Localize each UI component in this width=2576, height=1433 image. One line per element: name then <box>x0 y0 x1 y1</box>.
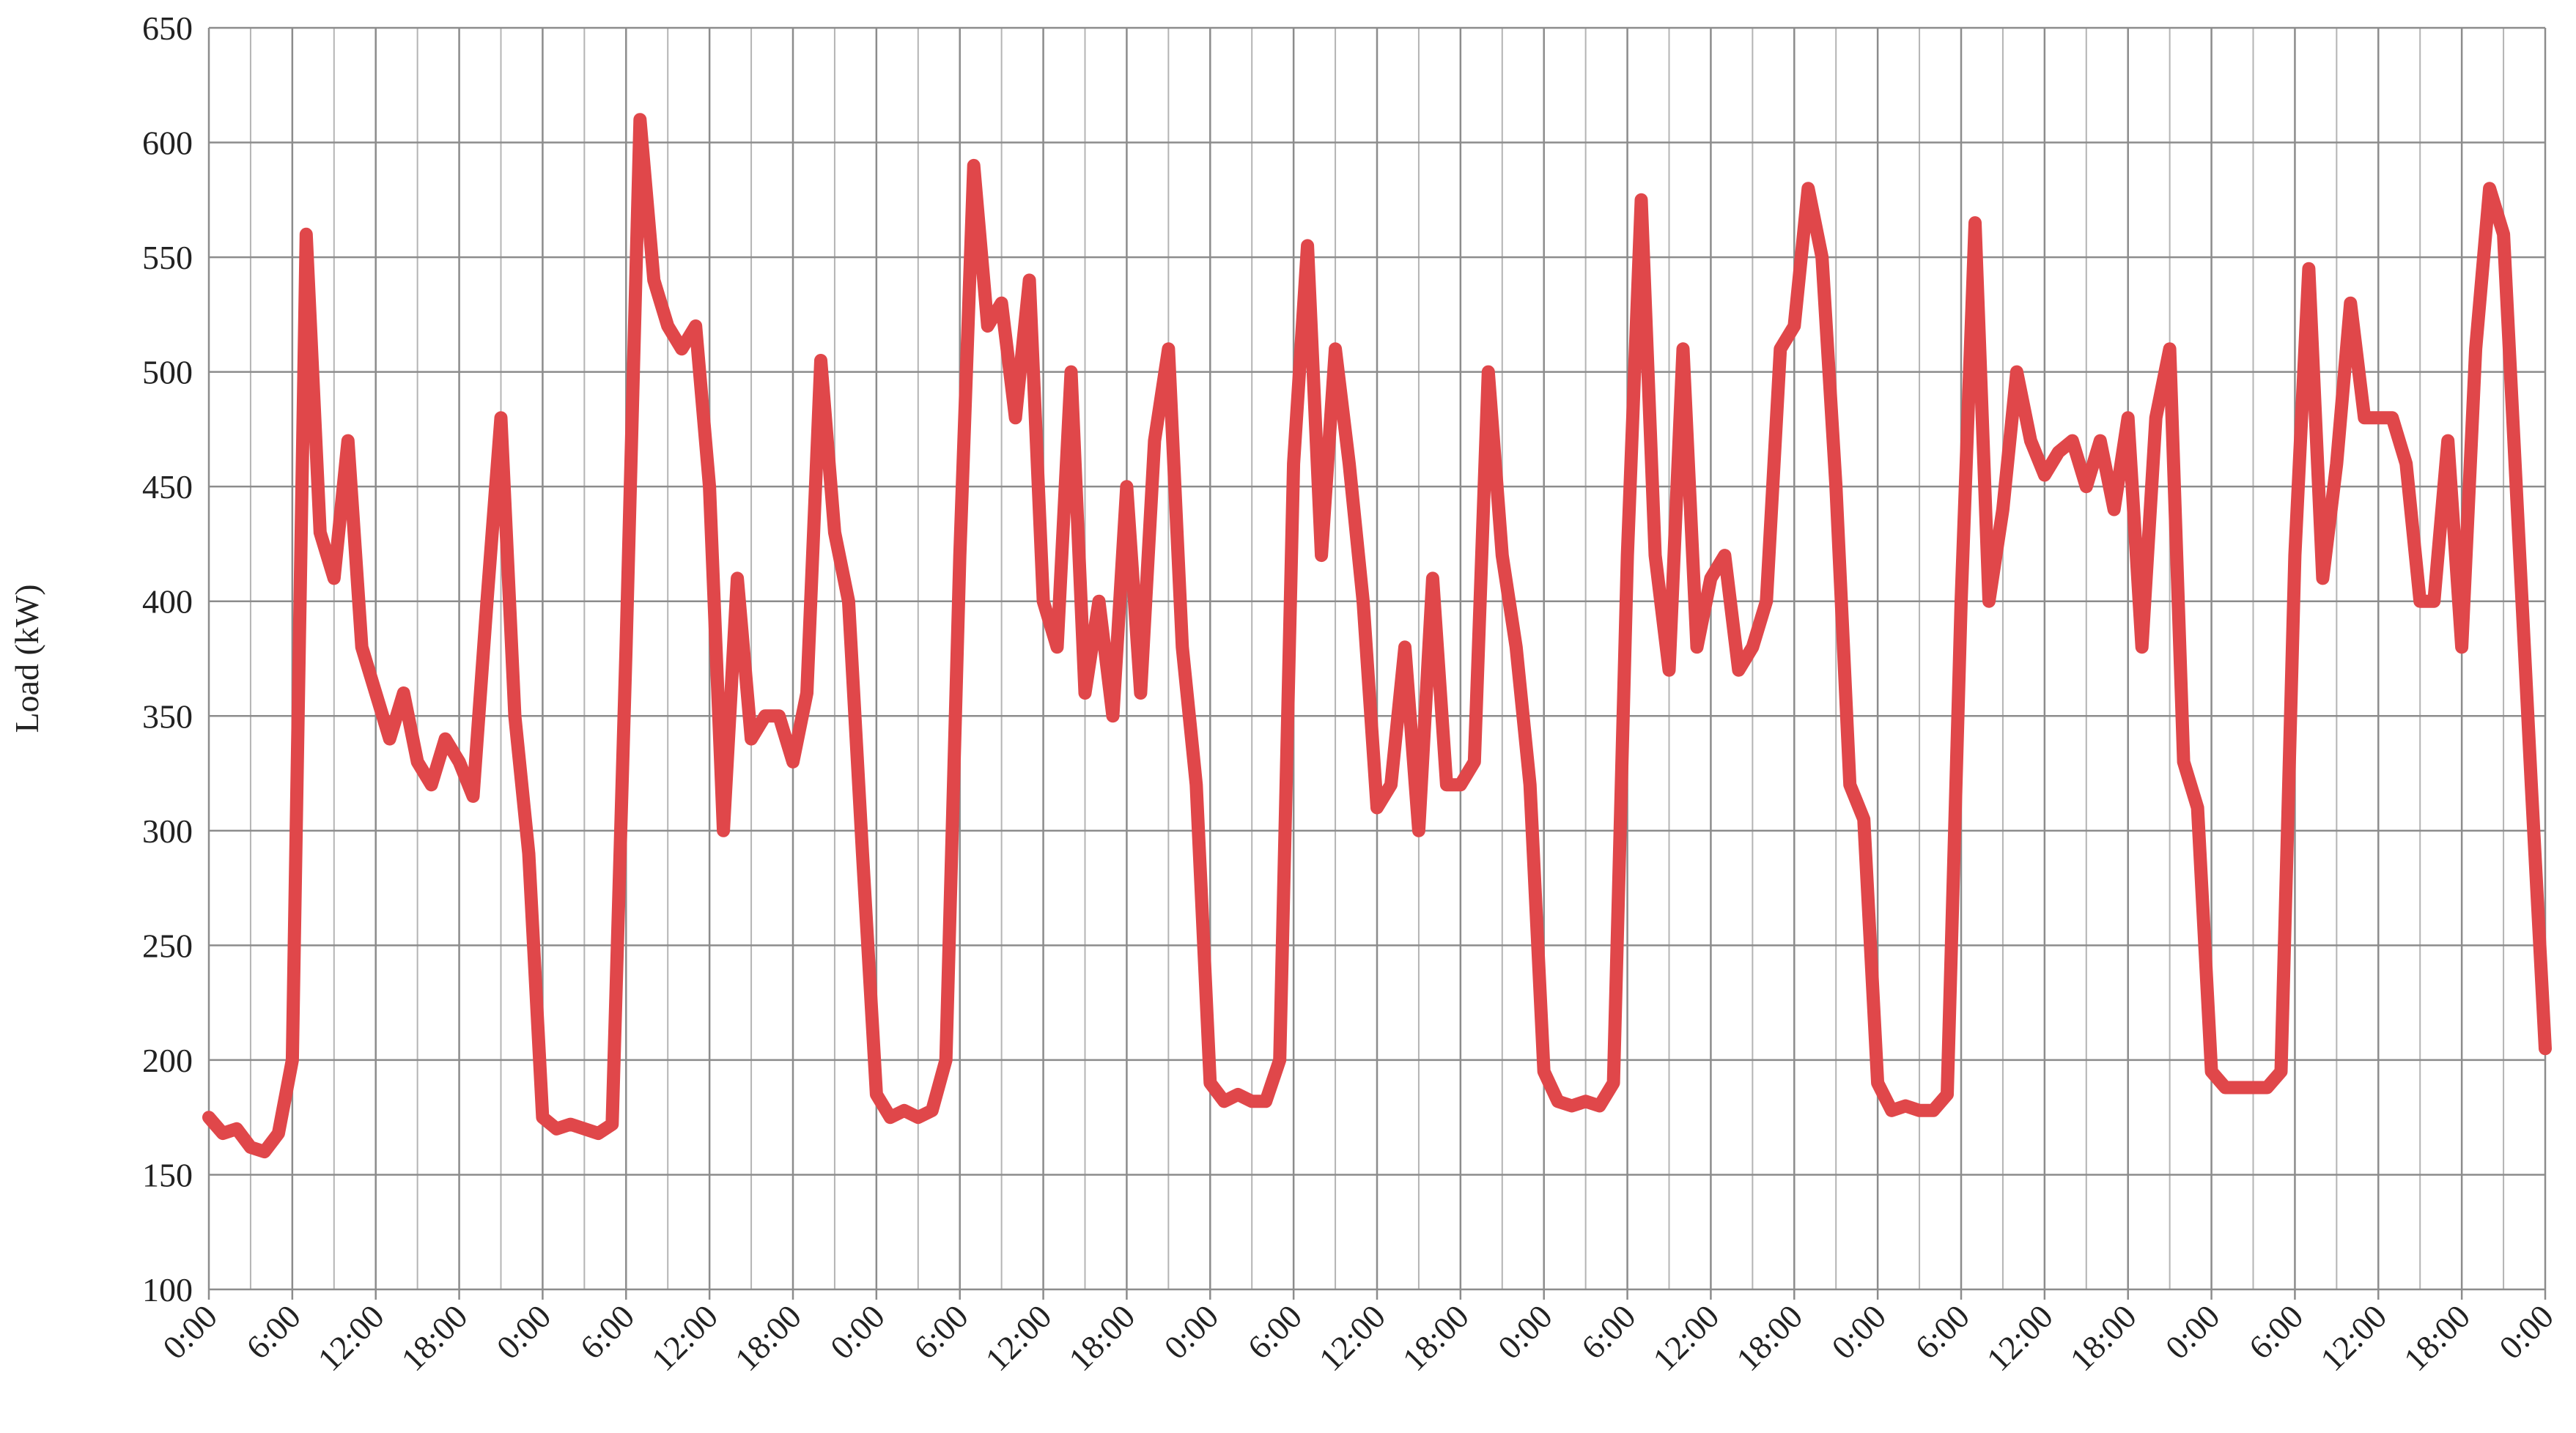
y-tick-label: 550 <box>142 239 193 276</box>
load-line <box>202 113 2552 1159</box>
y-tick-label: 300 <box>142 812 193 850</box>
y-axis-label: Load (kW) <box>8 584 45 733</box>
x-tick-label: 6:00 <box>1908 1297 1977 1366</box>
x-tick-label: 0:00 <box>490 1297 558 1366</box>
x-tick-label: 18:00 <box>1395 1297 1476 1378</box>
x-tick-label: 0:00 <box>1824 1297 1893 1366</box>
x-tick-label: 0:00 <box>1156 1297 1225 1366</box>
x-tick-label: 18:00 <box>728 1297 808 1378</box>
y-tick-label: 350 <box>142 697 193 735</box>
x-tick-label: 6:00 <box>239 1297 308 1366</box>
x-tick-label: 0:00 <box>1491 1297 1560 1366</box>
x-tick-label: 18:00 <box>394 1297 474 1378</box>
x-tick-label: 18:00 <box>1061 1297 1142 1378</box>
y-tick-label: 250 <box>142 927 193 964</box>
x-tick-label: 12:00 <box>1312 1297 1392 1378</box>
x-tick-label: 12:00 <box>1979 1297 2060 1378</box>
y-tick-label: 650 <box>142 10 193 47</box>
y-tick-label: 450 <box>142 468 193 506</box>
x-tick-label: 18:00 <box>2063 1297 2144 1378</box>
x-tick-label: 0:00 <box>2492 1297 2561 1366</box>
x-tick-label: 6:00 <box>907 1297 975 1366</box>
y-tick-label: 100 <box>142 1271 193 1308</box>
y-tick-label: 500 <box>142 354 193 391</box>
x-tick-label: 12:00 <box>2313 1297 2394 1378</box>
y-tick-label: 400 <box>142 583 193 621</box>
x-tick-label: 6:00 <box>1240 1297 1309 1366</box>
x-tick-label: 6:00 <box>1574 1297 1643 1366</box>
x-tick-label: 6:00 <box>572 1297 641 1366</box>
x-tick-label: 12:00 <box>1645 1297 1726 1378</box>
x-tick-label: 12:00 <box>311 1297 391 1378</box>
y-tick-label: 600 <box>142 125 193 162</box>
x-tick-label: 12:00 <box>644 1297 725 1378</box>
x-tick-label: 0:00 <box>823 1297 892 1366</box>
x-tick-label: 18:00 <box>2396 1297 2477 1378</box>
x-tick-label: 6:00 <box>2242 1297 2311 1366</box>
x-tick-label: 0:00 <box>2158 1297 2227 1366</box>
x-tick-label: 12:00 <box>978 1297 1058 1378</box>
y-tick-label: 200 <box>142 1042 193 1079</box>
x-tick-label: 18:00 <box>1729 1297 1809 1378</box>
y-tick-label: 150 <box>142 1156 193 1193</box>
